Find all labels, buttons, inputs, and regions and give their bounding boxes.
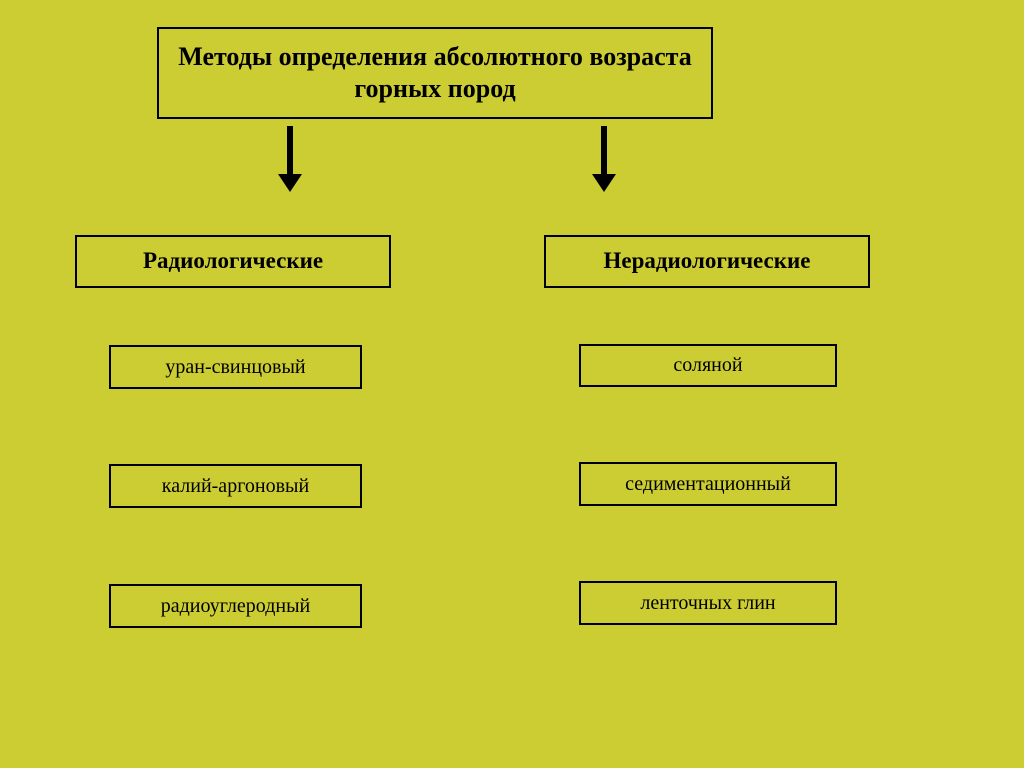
method-box-right: соляной [579, 344, 837, 387]
method-label: калий-аргоновый [162, 474, 309, 499]
method-label: седиментационный [625, 472, 791, 497]
arrow-down-icon [592, 174, 616, 192]
arrow-shaft [601, 126, 607, 174]
method-box-left: калий-аргоновый [109, 464, 362, 508]
method-label: уран-свинцовый [165, 355, 305, 380]
title-text: Методы определения абсолютного возраста … [177, 41, 693, 106]
method-label: соляной [673, 353, 742, 378]
method-box-right: седиментационный [579, 462, 837, 506]
method-box-left: уран-свинцовый [109, 345, 362, 389]
category-left-box: Радиологические [75, 235, 391, 288]
arrow-shaft [287, 126, 293, 174]
method-label: радиоуглеродный [161, 594, 310, 619]
category-right-box: Нерадиологические [544, 235, 870, 288]
title-box: Методы определения абсолютного возраста … [157, 27, 713, 119]
arrow-left [278, 126, 302, 192]
method-label: ленточных глин [640, 591, 775, 616]
category-left-label: Радиологические [143, 247, 323, 276]
method-box-left: радиоуглеродный [109, 584, 362, 628]
arrow-down-icon [278, 174, 302, 192]
method-box-right: ленточных глин [579, 581, 837, 625]
category-right-label: Нерадиологические [604, 247, 811, 276]
arrow-right [592, 126, 616, 192]
